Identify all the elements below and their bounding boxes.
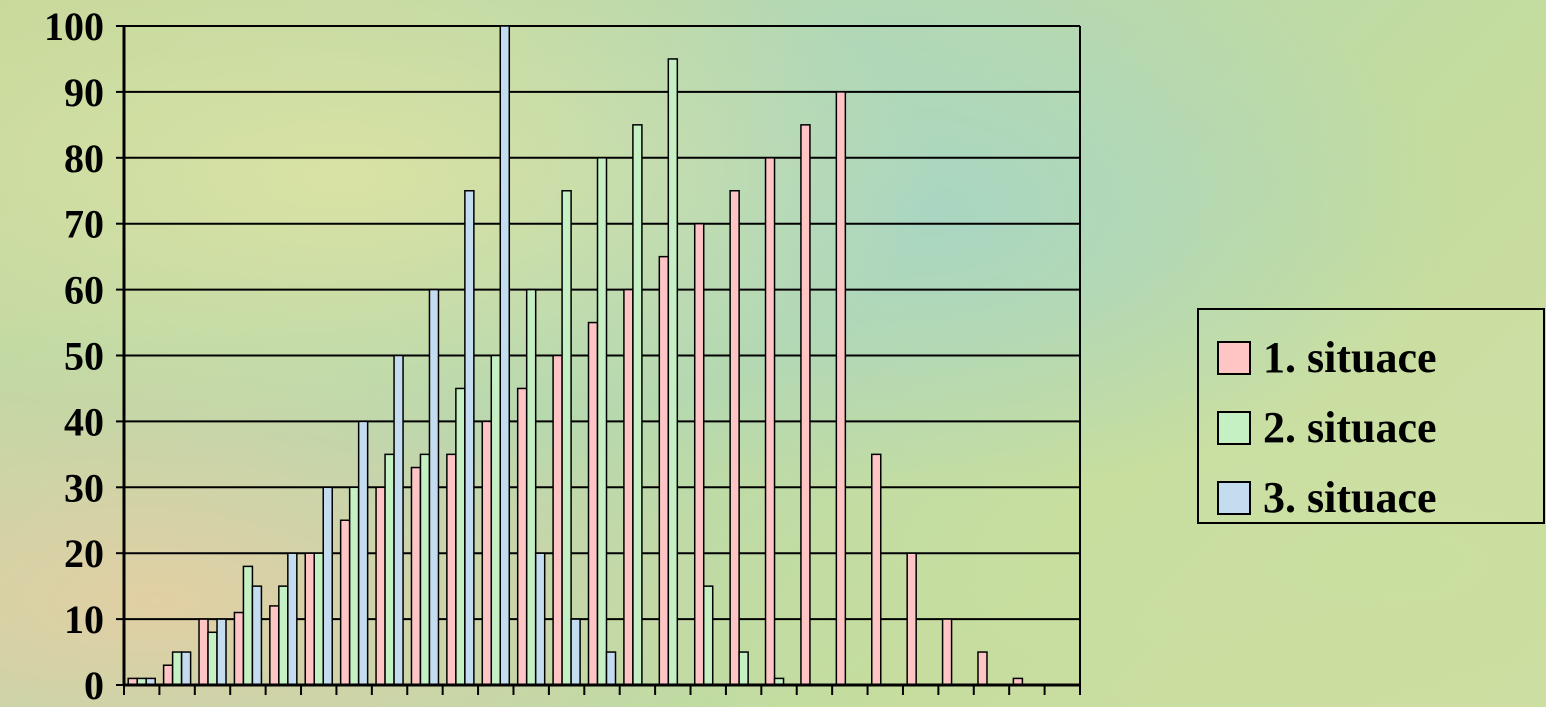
axes (116, 25, 1081, 695)
y-tick-label-40: 40 (64, 399, 104, 444)
y-tick-label-50: 50 (64, 334, 104, 379)
bar-series-2-cat-18 (738, 651, 749, 686)
legend-label-series-2: 2. situace (1263, 403, 1437, 452)
bar-series-2-cat-16 (667, 58, 679, 686)
bar-series-1-cat-23 (906, 552, 917, 686)
bar-series-2-cat-5 (278, 585, 289, 686)
bar-series-1-cat-6 (304, 552, 315, 686)
y-tick-label-20: 20 (64, 531, 104, 576)
bars (127, 25, 1024, 686)
legend-item-series-2: 2. situace (1217, 403, 1437, 452)
legend: 1. situace 2. situace 3. situace (1197, 308, 1545, 524)
bar-series-3-cat-6 (322, 486, 333, 686)
bar-series-2-cat-4 (242, 565, 254, 686)
bar-series-2-cat-9 (419, 453, 431, 686)
y-tick-label-80: 80 (64, 136, 104, 181)
bar-series-1-cat-22 (871, 453, 882, 686)
bar-series-2-cat-17 (702, 585, 714, 686)
bar-series-1-cat-20 (800, 124, 811, 686)
y-tick-labels: 0 10 20 30 40 50 60 70 80 90 100 (44, 4, 104, 707)
bar-series-3-cat-13 (570, 618, 581, 686)
bar-series-3-cat-7 (357, 420, 369, 686)
bar-series-1-cat-8 (375, 486, 386, 686)
bar-series-1-cat-7 (339, 519, 351, 686)
bar-series-2-cat-15 (632, 124, 643, 686)
legend-label-series-3: 3. situace (1263, 473, 1437, 522)
bar-series-3-cat-12 (534, 552, 546, 686)
y-tick-label-30: 30 (64, 465, 104, 510)
bar-series-2-cat-10 (455, 387, 466, 686)
bar-series-3-cat-8 (393, 354, 404, 686)
y-tick-label-90: 90 (64, 70, 104, 115)
y-tick-label-100: 100 (44, 4, 104, 49)
bar-series-3-cat-14 (605, 651, 617, 686)
bar-series-3-cat-2 (180, 651, 192, 686)
bar-series-2-cat-2 (171, 651, 183, 686)
bar-series-1-cat-18 (729, 190, 740, 686)
bar-series-1-cat-13 (552, 354, 563, 686)
bar-series-1-cat-25 (977, 651, 988, 686)
bar-series-1-cat-16 (658, 255, 670, 686)
legend-item-series-3: 3. situace (1217, 473, 1437, 522)
bar-series-1-cat-10 (446, 453, 457, 686)
bar-series-1-cat-12 (516, 387, 528, 686)
bar-series-1-cat-2 (162, 664, 174, 686)
bar-series-1-cat-21 (835, 91, 847, 686)
bar-series-3-cat-5 (287, 552, 298, 686)
bar-series-1-cat-24 (941, 618, 953, 686)
bar-series-1-cat-15 (623, 288, 634, 686)
bar-series-2-cat-3 (207, 631, 218, 686)
legend-item-series-1: 1. situace (1217, 333, 1437, 382)
bar-series-3-cat-9 (428, 288, 440, 686)
bar-series-2-cat-6 (313, 552, 324, 686)
legend-swatch-series-2 (1217, 411, 1251, 445)
bar-series-2-cat-12 (525, 288, 537, 686)
bar-series-2-cat-8 (384, 453, 395, 686)
bar-series-2-cat-13 (561, 190, 572, 686)
bar-series-1-cat-19 (764, 157, 776, 686)
legend-swatch-series-1 (1217, 341, 1251, 375)
bar-series-1-cat-9 (410, 466, 422, 686)
bar-series-1-cat-14 (587, 321, 599, 686)
bar-series-1-cat-4 (233, 611, 245, 686)
y-tick-label-10: 10 (64, 597, 104, 642)
bar-series-3-cat-10 (464, 190, 475, 686)
bar-series-2-cat-14 (596, 157, 608, 686)
bar-series-3-cat-4 (251, 585, 263, 686)
y-tick-label-0: 0 (84, 663, 104, 707)
bar-series-2-cat-11 (490, 354, 502, 686)
bar-series-3-cat-3 (216, 618, 227, 686)
bar-series-2-cat-7 (348, 486, 360, 686)
bar-series-1-cat-3 (198, 618, 209, 686)
y-tick-label-60: 60 (64, 268, 104, 313)
legend-label-series-1: 1. situace (1263, 333, 1437, 382)
bar-series-1-cat-11 (481, 420, 493, 686)
bar-series-3-cat-11 (499, 25, 511, 686)
bar-series-1-cat-5 (269, 605, 280, 686)
y-tick-label-70: 70 (64, 202, 104, 247)
bar-series-1-cat-17 (693, 222, 705, 686)
legend-swatch-series-3 (1217, 481, 1251, 515)
